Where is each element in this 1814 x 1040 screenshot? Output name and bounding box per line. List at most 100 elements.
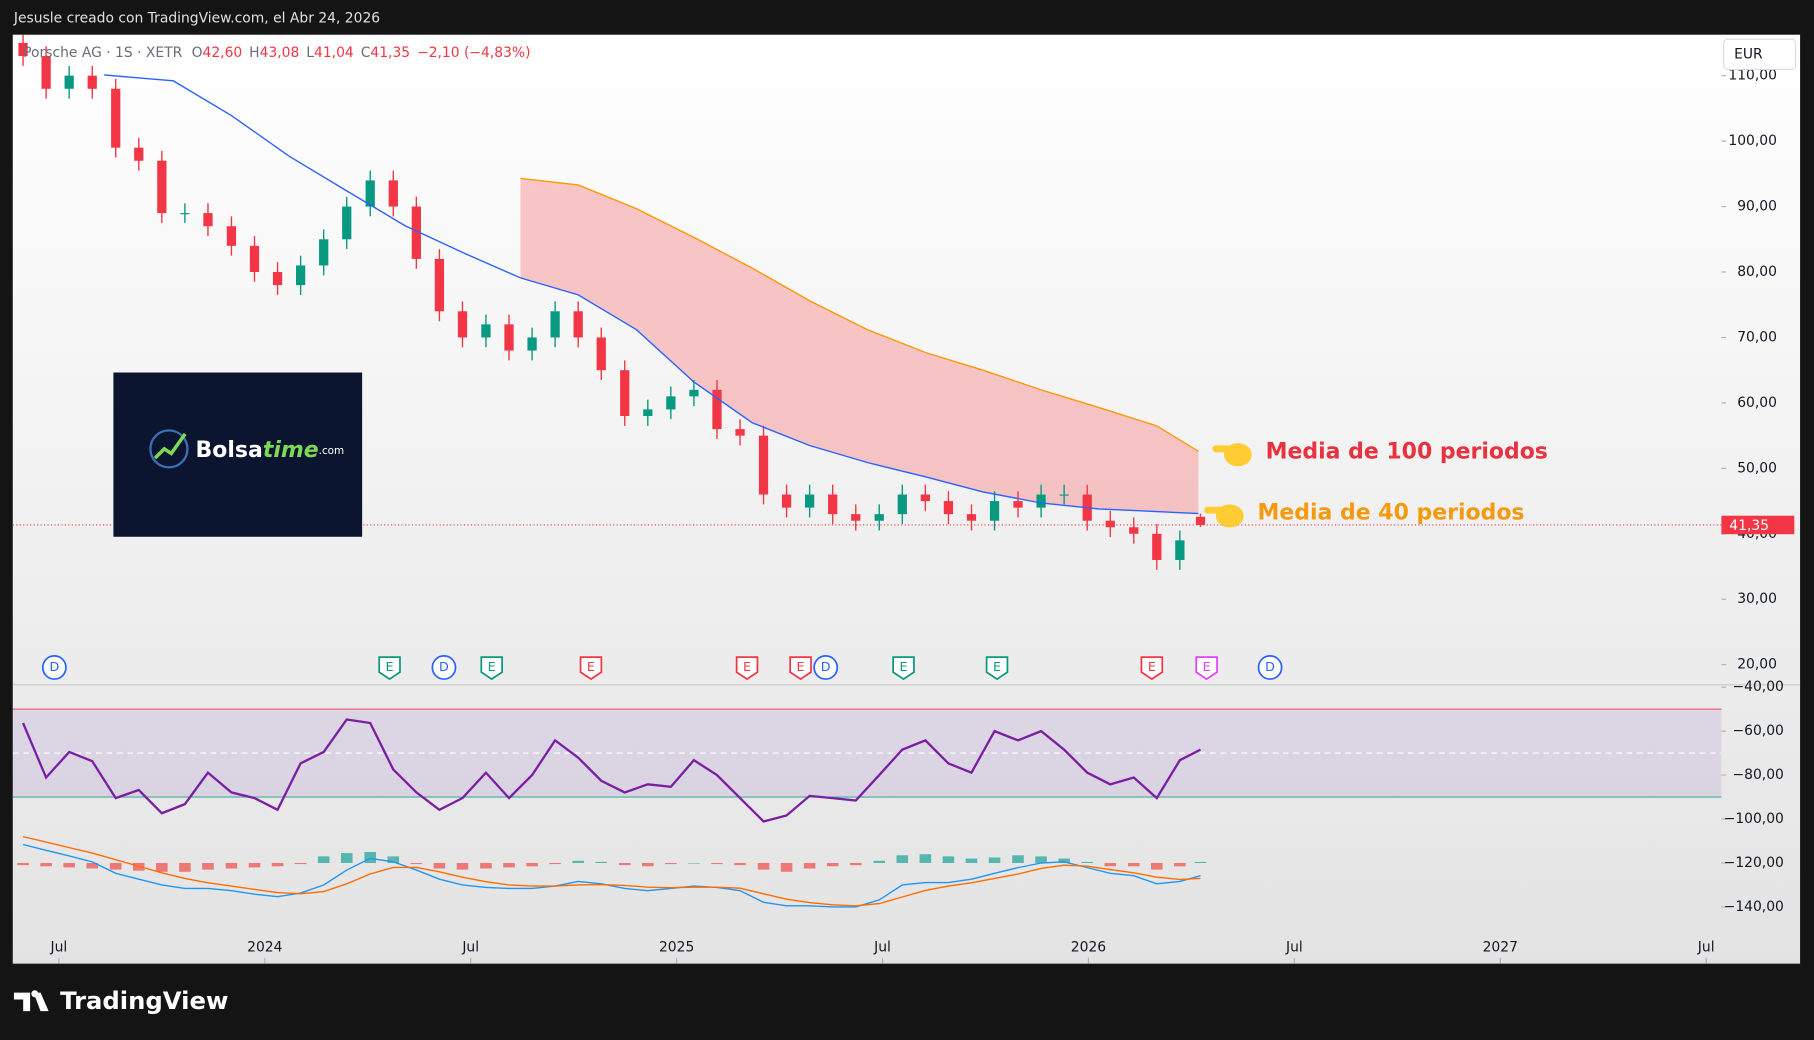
event-label: E	[386, 659, 394, 674]
event-marker	[1257, 655, 1283, 680]
candle-body	[134, 147, 144, 161]
candle-body	[689, 389, 699, 397]
candle-body	[272, 272, 283, 286]
candle-body	[527, 337, 537, 351]
candle-body	[1175, 540, 1185, 560]
candle-body	[1129, 527, 1139, 534]
indicator-line	[22, 843, 1201, 908]
legend-value: 43,08	[260, 45, 300, 61]
last-price-box	[1721, 515, 1795, 535]
candle-body	[712, 389, 722, 430]
legend-prefix: C	[361, 45, 371, 61]
candle-body	[203, 213, 213, 227]
histogram-bar	[688, 862, 700, 864]
histogram-bar	[919, 854, 932, 863]
event-marker	[985, 656, 1009, 681]
histogram-bar	[156, 862, 168, 872]
histogram-bar	[1194, 861, 1207, 863]
moving-average	[520, 177, 1199, 452]
candle-body	[758, 435, 769, 495]
histogram-bar	[757, 862, 770, 870]
legend-change: −2,10 (−4,83%)	[417, 45, 530, 61]
candle-body	[781, 494, 792, 508]
histogram-bar	[63, 862, 75, 868]
candle-body	[18, 42, 28, 57]
y-tick-label: −140,00	[1724, 899, 1784, 915]
histogram-bar	[1151, 862, 1163, 870]
histogram-bar	[503, 862, 515, 868]
candle-body	[411, 206, 421, 259]
event-marker	[41, 655, 67, 680]
histogram-bar	[942, 856, 955, 863]
last-price-label: 41,35	[1729, 518, 1769, 534]
event-label: E	[797, 659, 805, 674]
event-marker	[579, 656, 603, 681]
candle-body	[805, 494, 815, 508]
histogram-bar	[665, 862, 677, 865]
histogram-bar	[480, 862, 492, 869]
x-tick-label: Jul	[1697, 939, 1715, 955]
candle-body	[41, 56, 51, 89]
indicator-line	[22, 835, 1201, 907]
watermark-part: Bolsa	[196, 438, 263, 463]
candle-body	[157, 160, 167, 214]
y-tick-label: 20,00	[1737, 657, 1777, 673]
y-tick-label: 50,00	[1737, 460, 1777, 476]
candle-body	[295, 265, 306, 286]
histogram-bar	[849, 862, 862, 866]
ma-band	[520, 178, 1199, 514]
candle-body	[620, 370, 630, 416]
histogram-bar	[179, 862, 191, 872]
histogram-bar	[202, 862, 214, 870]
histogram-bar	[1081, 861, 1093, 863]
candle-body	[1036, 494, 1046, 508]
event-marker	[892, 656, 915, 681]
x-tick-label: 2024	[247, 939, 282, 955]
event-label: D	[821, 659, 831, 674]
histogram-bar	[734, 862, 746, 866]
candle-body	[643, 409, 653, 416]
event-label: D	[439, 659, 449, 674]
y-tick-label: −80,00	[1733, 767, 1784, 783]
y-tick-label: 90,00	[1737, 199, 1777, 215]
histogram-bar	[248, 862, 261, 868]
watermark-text: Bolsatime.com	[196, 438, 345, 463]
candle-body	[388, 180, 398, 207]
moving-average	[104, 74, 1199, 515]
candle-body	[920, 494, 930, 502]
histogram-bar	[780, 862, 793, 872]
histogram-bar	[965, 858, 978, 863]
candle-body	[319, 239, 329, 266]
candle-body	[735, 429, 745, 436]
histogram-bar	[988, 857, 1001, 863]
y-tick-label: 80,00	[1737, 264, 1777, 280]
candle-body	[1013, 501, 1023, 508]
event-label: E	[587, 659, 595, 674]
event-label: D	[49, 659, 59, 674]
legend-value: 42,60	[203, 45, 243, 61]
histogram-bar	[271, 862, 284, 867]
legend-value: 41,35	[370, 45, 410, 61]
histogram-bar	[1127, 862, 1140, 867]
histogram-bar	[549, 862, 561, 865]
histogram-bar	[387, 856, 400, 863]
event-marker	[1140, 656, 1164, 681]
histogram-bar	[526, 862, 538, 867]
candle-body	[481, 324, 491, 338]
event-marker	[735, 656, 759, 681]
currency-box	[1723, 38, 1797, 70]
watermark-part: time	[263, 438, 319, 463]
histogram-bar	[317, 856, 330, 863]
brand-name: TradingView	[60, 986, 228, 1015]
event-marker	[378, 656, 401, 681]
event-label: E	[1148, 659, 1156, 674]
candle-body	[666, 396, 676, 410]
histogram-bar	[109, 862, 122, 870]
candle-body	[365, 180, 375, 207]
histogram-bar	[225, 862, 238, 869]
y-tick-label: 100,00	[1728, 133, 1777, 149]
y-tick-label: 60,00	[1737, 395, 1777, 411]
candle-body	[226, 226, 237, 246]
